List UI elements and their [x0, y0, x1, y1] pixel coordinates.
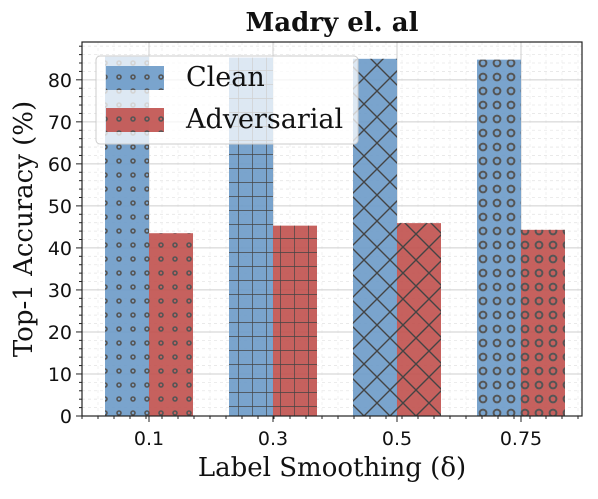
y-tick-label: 70 — [48, 112, 72, 134]
y-tick-label: 50 — [48, 196, 72, 218]
legend-label-adversarial: Adversarial — [185, 104, 343, 135]
plot-frame — [81, 41, 583, 417]
bar-hatch-adversarial-0.1 — [149, 233, 193, 416]
y-tick-label: 80 — [48, 70, 72, 92]
x-axis-ticks: 0.1 0.3 0.5 0.75 — [81, 416, 579, 450]
x-axis-label: Label Smoothing (δ) — [198, 453, 466, 483]
y-tick-label: 10 — [48, 364, 72, 386]
x-tick-label: 0.75 — [500, 428, 542, 450]
legend: Clean Adversarial — [95, 55, 359, 145]
legend-swatch-hatch-adversarial — [106, 108, 164, 132]
x-tick-label: 0.3 — [258, 428, 288, 450]
y-tick-label: 30 — [48, 280, 72, 302]
legend-label-clean: Clean — [186, 62, 265, 93]
bar-hatch-adversarial-0.5 — [397, 223, 441, 416]
y-axis-label: Top-1 Accuracy (%) — [9, 101, 39, 357]
bar-hatch-clean-0.75 — [477, 59, 521, 416]
bar-hatch-adversarial-0.75 — [521, 229, 565, 416]
x-tick-label: 0.1 — [134, 428, 164, 450]
chart-title: Madry el. al — [246, 8, 419, 38]
y-tick-label: 60 — [48, 154, 72, 176]
y-axis-ticks: 0 10 20 30 40 50 60 70 80 — [48, 45, 82, 428]
bar-hatch-clean-0.5 — [353, 58, 397, 416]
y-tick-label: 0 — [60, 406, 72, 428]
y-tick-label: 20 — [48, 322, 72, 344]
bar-hatch-adversarial-0.3 — [273, 225, 317, 416]
x-tick-label: 0.5 — [382, 428, 412, 450]
legend-swatch-hatch-clean — [106, 66, 164, 90]
y-tick-label: 40 — [48, 238, 72, 260]
